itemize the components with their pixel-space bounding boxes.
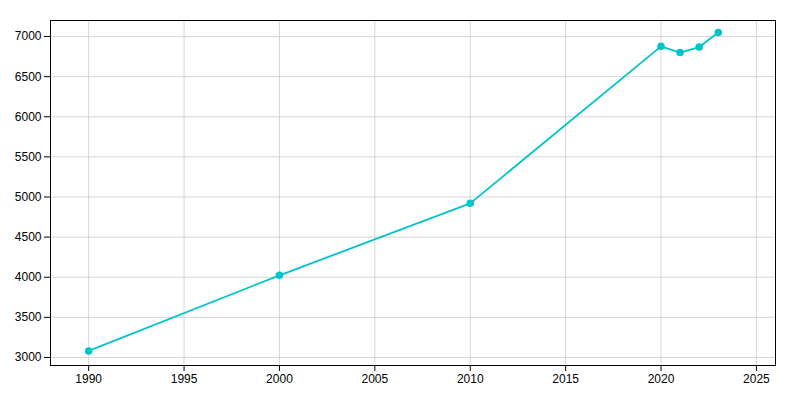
svg-text:2005: 2005 xyxy=(361,372,388,386)
svg-text:7000: 7000 xyxy=(15,29,42,43)
svg-text:2025: 2025 xyxy=(743,372,770,386)
svg-text:5000: 5000 xyxy=(15,190,42,204)
svg-text:2000: 2000 xyxy=(266,372,293,386)
svg-text:6000: 6000 xyxy=(15,110,42,124)
svg-text:5500: 5500 xyxy=(15,150,42,164)
svg-text:1995: 1995 xyxy=(171,372,198,386)
svg-text:2010: 2010 xyxy=(457,372,484,386)
svg-text:2020: 2020 xyxy=(648,372,675,386)
svg-text:4000: 4000 xyxy=(15,270,42,284)
svg-text:6500: 6500 xyxy=(15,70,42,84)
svg-text:3500: 3500 xyxy=(15,310,42,324)
svg-text:4500: 4500 xyxy=(15,230,42,244)
svg-text:3000: 3000 xyxy=(15,350,42,364)
svg-text:2015: 2015 xyxy=(552,372,579,386)
svg-text:1990: 1990 xyxy=(75,372,102,386)
